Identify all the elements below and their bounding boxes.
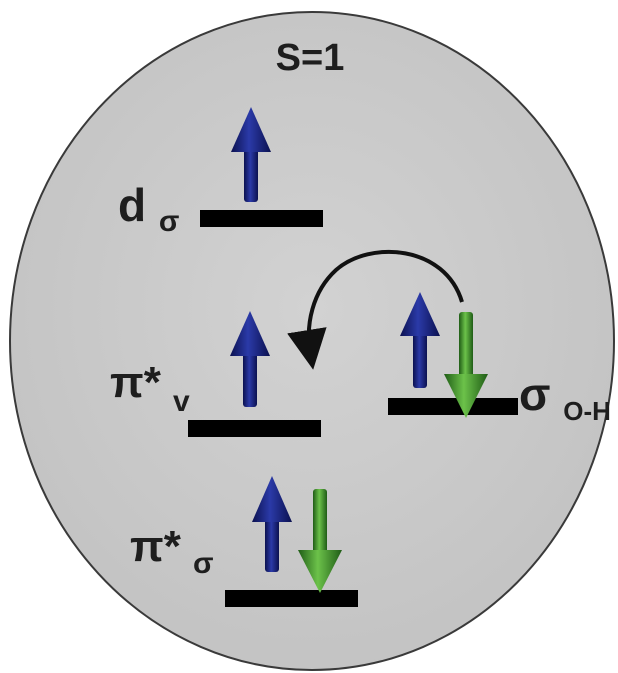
level-bar-d-sigma [200,210,323,227]
level-bar-sigma-oh [388,398,518,415]
orbital-pi-star-v: π* v [110,311,321,437]
orbital-pi-star-sigma: π* σ [130,476,358,607]
orbital-subscript: O-H [563,396,611,426]
spin-up-arrow-icon [230,311,270,407]
orbital-subscript: σ [159,205,180,238]
spin-state-label: S=1 [276,37,345,79]
curved-arrow-icon [287,250,464,370]
orbital-symbol: d [118,179,146,231]
spin-down-arrow-icon [298,489,342,593]
orbital-label-d-sigma: d σ [118,179,179,238]
orbital-subscript: v [173,385,190,418]
orbital-d-sigma: d σ [118,107,323,238]
level-bar-pi-star-sigma [225,590,358,607]
spin-up-arrow-icon [252,476,292,572]
spin-up-arrow-icon [400,292,440,388]
orbital-symbol: σ [519,368,550,420]
spin-up-arrow-icon [231,107,271,202]
orbital-subscript: σ [193,547,214,580]
spin-down-arrow-icon [444,312,488,418]
level-bar-pi-star-v [188,420,321,437]
orbital-symbol: π* [130,522,182,571]
orbital-label-sigma-oh: σ O-H [519,368,611,426]
orbital-label-pi-star-v: π* v [110,358,190,418]
orbital-symbol: π* [110,358,162,407]
orbital-sigma-oh: σ O-H [388,292,611,426]
orbital-label-pi-star-sigma: π* σ [130,522,214,580]
